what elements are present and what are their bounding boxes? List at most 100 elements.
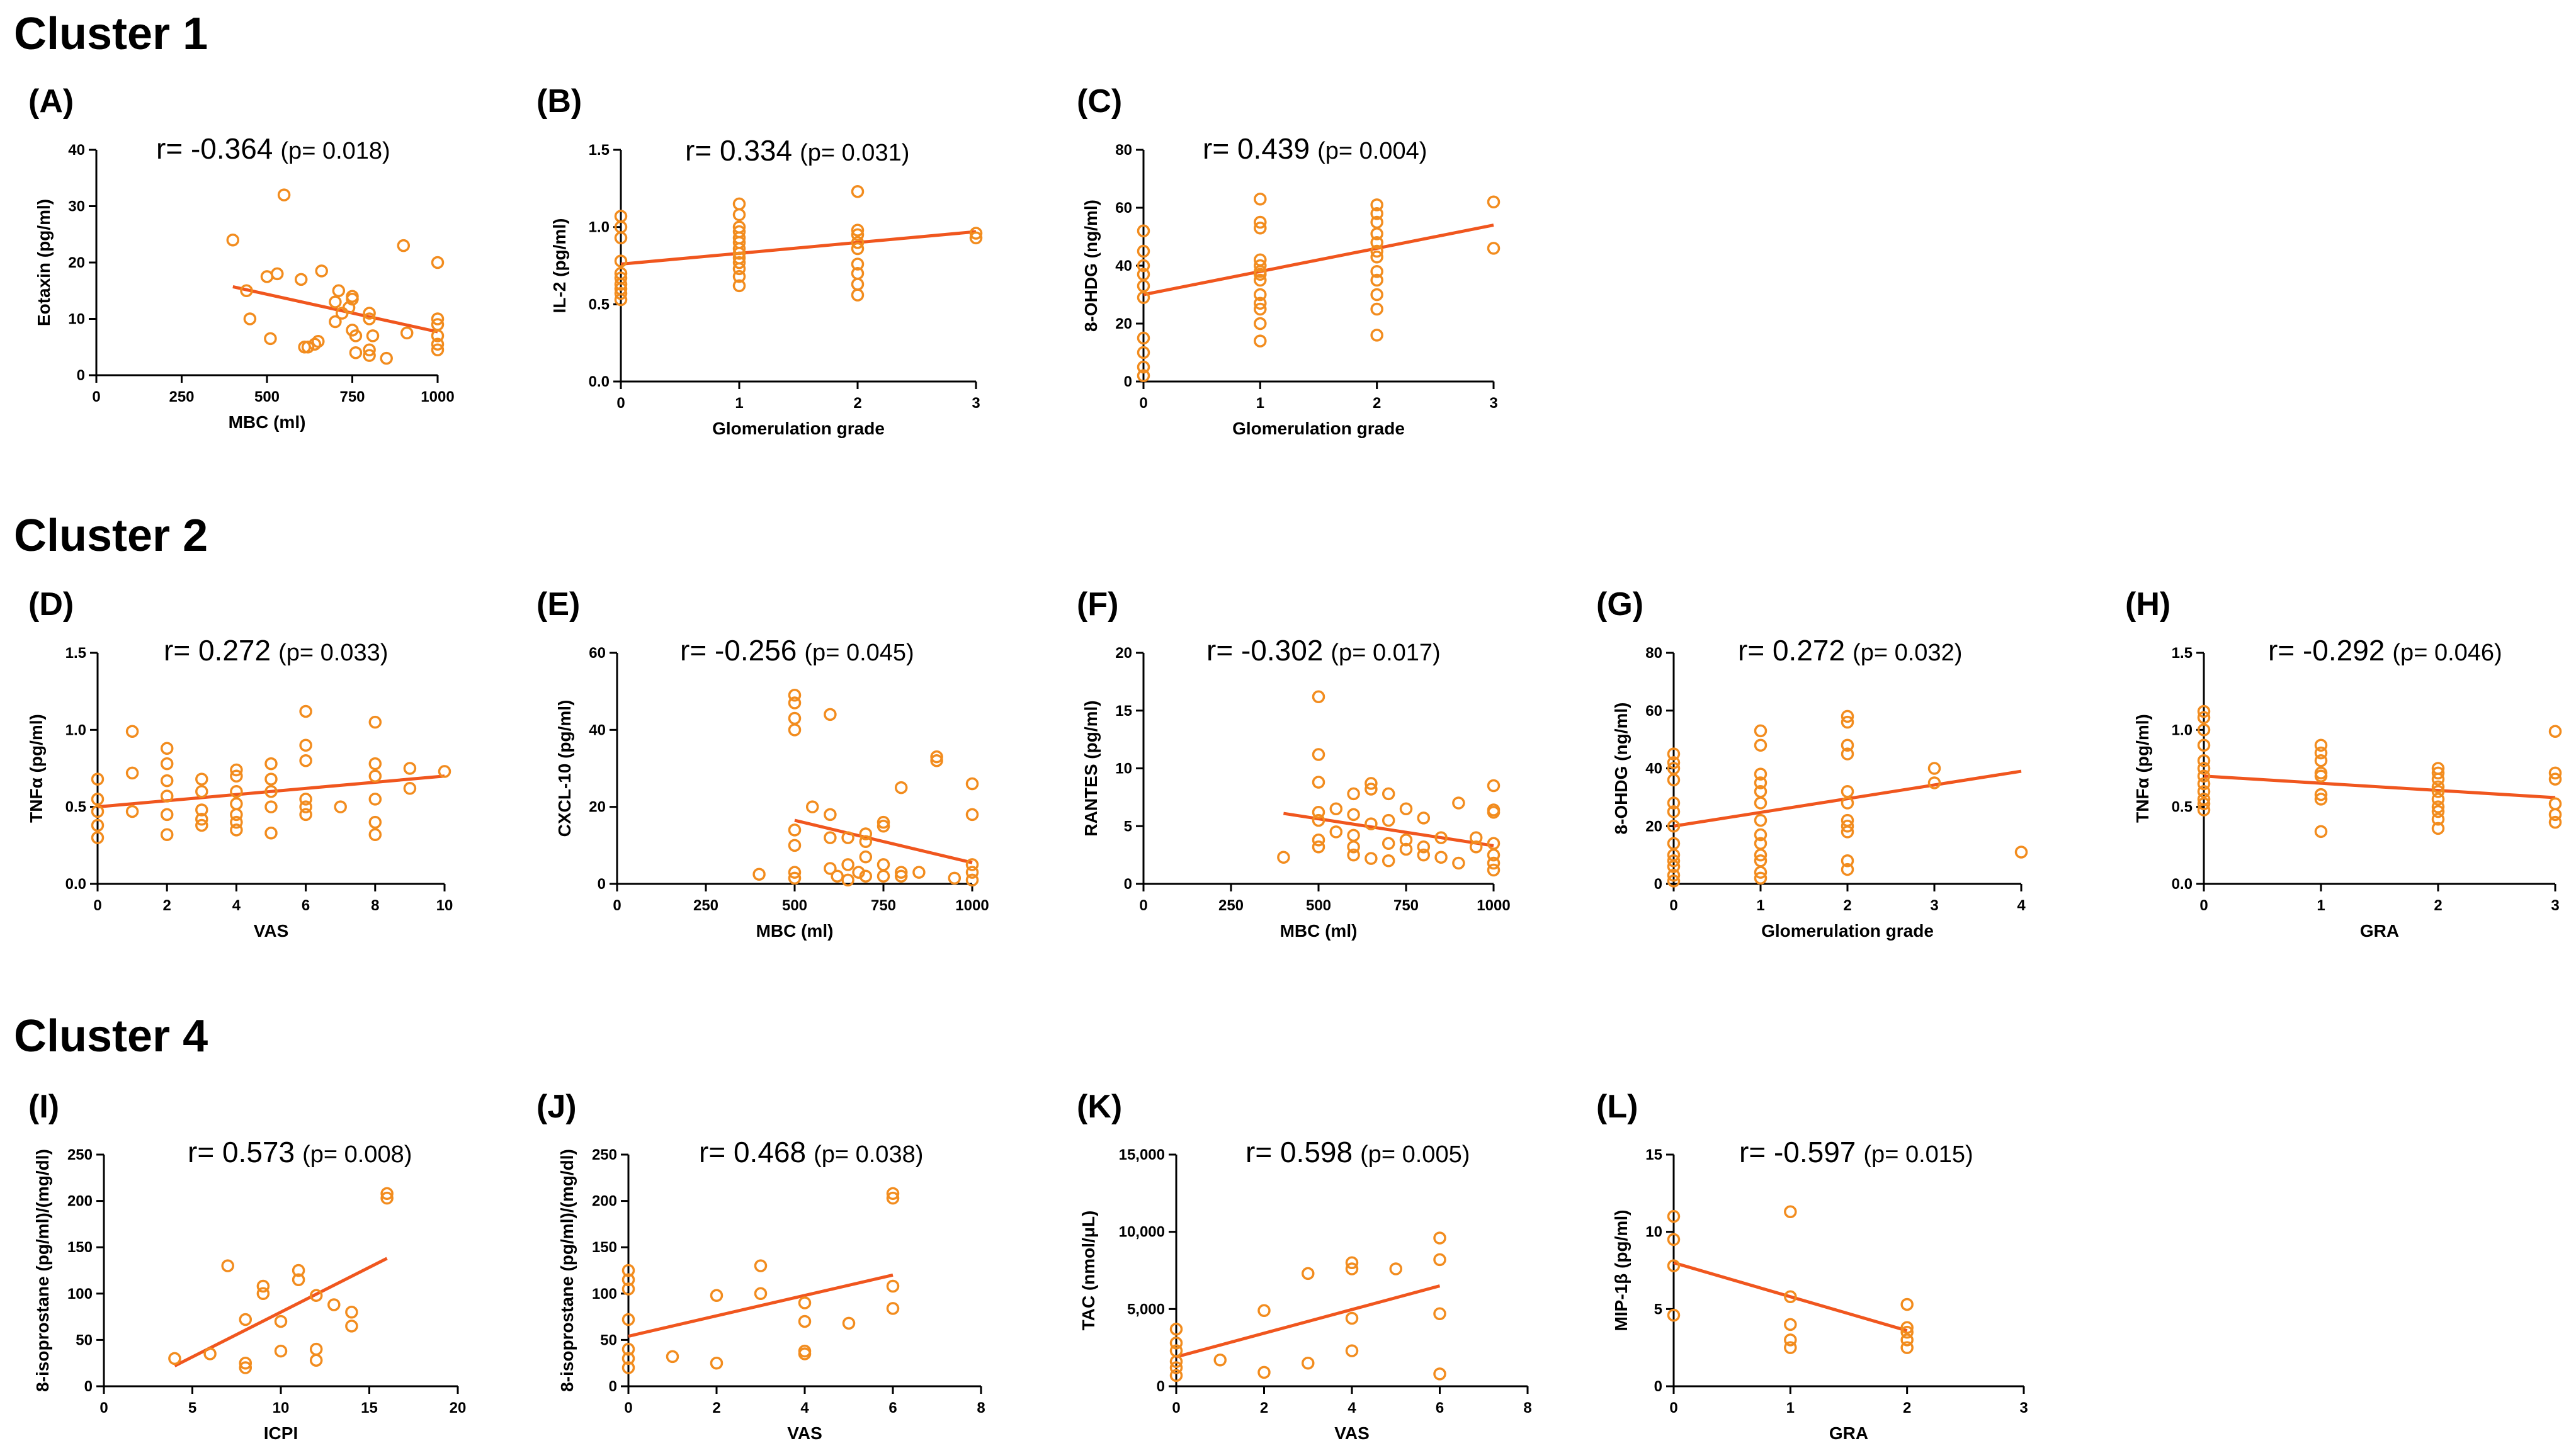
data-point: [851, 235, 865, 249]
data-point: [851, 223, 865, 237]
data-point: [2548, 815, 2562, 829]
x-tick-label: 0: [2199, 897, 2208, 914]
data-point: [666, 1350, 679, 1364]
data-point: [621, 1352, 635, 1365]
panel-letter: (E): [536, 586, 580, 623]
data-point: [1312, 776, 1325, 789]
data-point: [2197, 797, 2211, 811]
data-point: [1345, 1311, 1359, 1325]
data-point: [732, 242, 746, 256]
x-tick-label: 2: [1373, 395, 1381, 412]
chart-panel-k: (K) r= 0.598 (p= 0.005) 0 2 4 6 8 0 5,000 10,000 15…: [1077, 1088, 1532, 1443]
data-point: [894, 866, 908, 879]
y-tick-label: 40: [68, 142, 85, 159]
p-value: (p= 0.038): [814, 1141, 923, 1168]
data-point: [1900, 1298, 1914, 1311]
panel-letter: (K): [1077, 1088, 1122, 1125]
data-point: [752, 868, 766, 881]
data-point: [431, 329, 445, 342]
y-tick-label: 250: [67, 1146, 93, 1163]
data-point: [1841, 854, 1854, 868]
data-point: [2197, 762, 2211, 775]
data-point: [788, 689, 802, 702]
x-tick-label: 0: [616, 395, 625, 412]
data-point: [877, 815, 890, 829]
x-axis-label: VAS: [254, 921, 289, 941]
panel-letter: (L): [1596, 1088, 1638, 1125]
data-point: [788, 839, 802, 852]
chart-panel-e: (E) r= -0.256 (p= 0.045) 0 250 500 750 1000 0 20 4…: [536, 586, 989, 941]
data-point: [1365, 817, 1378, 830]
data-point: [239, 1356, 252, 1370]
data-point: [403, 782, 417, 795]
data-point: [965, 808, 979, 822]
data-point: [710, 1289, 723, 1302]
data-point: [403, 762, 417, 775]
data-point: [621, 1282, 635, 1296]
x-tick-label: 0: [92, 388, 100, 405]
y-tick-label: 20: [1115, 315, 1132, 332]
r-value: r= -0.364: [156, 132, 273, 165]
data-point: [1667, 1209, 1681, 1223]
y-tick-label: 5: [1654, 1301, 1662, 1318]
data-point: [1329, 802, 1343, 815]
data-point: [2314, 793, 2328, 806]
data-point: [1487, 805, 1501, 819]
data-point: [299, 800, 312, 813]
data-point: [2431, 793, 2445, 806]
data-point: [1169, 1369, 1183, 1382]
data-point: [965, 858, 979, 871]
data-point: [329, 295, 342, 308]
data-point: [1257, 1304, 1271, 1318]
data-point: [2548, 766, 2562, 780]
y-axis-label: IL-2 (pg/ml): [550, 218, 569, 314]
data-point: [732, 279, 746, 293]
data-point: [431, 337, 445, 351]
data-point: [1254, 288, 1267, 302]
data-point: [1370, 273, 1383, 287]
data-point: [1434, 851, 1448, 864]
data-point: [2548, 797, 2562, 811]
data-point: [2431, 772, 2445, 786]
y-tick-label: 30: [68, 198, 85, 215]
data-point: [1302, 1267, 1315, 1281]
data-point: [877, 820, 890, 833]
data-point: [380, 1191, 394, 1205]
data-point: [368, 769, 382, 783]
y-tick-label: 0.5: [2172, 799, 2193, 816]
p-value: (p= 0.033): [278, 640, 388, 666]
p-value: (p= 0.004): [1317, 138, 1427, 164]
chart-panel-l: (L) r= -0.597 (p= 0.015) 0 1 2 3 0 5 10 15 GRA MIP-1…: [1596, 1088, 2028, 1443]
x-tick-label: 1000: [421, 388, 454, 405]
chart-panel-i: (I)r= 0.573 (p= 0.008)0 5 10 15 2005010015020…: [28, 1088, 466, 1443]
data-point: [2314, 754, 2328, 767]
data-point: [1389, 1262, 1402, 1275]
data-point: [1487, 837, 1501, 851]
data-point: [2548, 725, 2562, 738]
y-tick-label: 0: [598, 876, 606, 893]
data-point: [1784, 1341, 1797, 1354]
data-point: [2014, 845, 2028, 859]
data-point: [363, 312, 376, 325]
r-value: r= -0.597: [1739, 1136, 1856, 1168]
data-point: [1900, 1321, 1914, 1335]
x-tick-label: 0: [624, 1399, 632, 1416]
data-point: [332, 284, 346, 297]
y-tick-label: 60: [1115, 200, 1132, 217]
fit-line: [794, 818, 973, 864]
x-tick-label: 4: [800, 1399, 809, 1416]
data-point: [1277, 851, 1290, 864]
data-point: [1370, 227, 1383, 240]
x-tick-label: 1000: [1477, 897, 1510, 914]
data-point: [366, 329, 380, 342]
y-tick-label: 50: [600, 1331, 617, 1348]
chart-panel-f: (F) r= -0.302 (p= 0.017) 0 250 500 750 1000 0 5 10…: [1077, 586, 1511, 941]
y-tick-label: 0: [1654, 1378, 1662, 1395]
y-axis-label: CXCL-10 (pg/ml): [555, 700, 574, 837]
y-tick-label: 10,000: [1119, 1224, 1165, 1241]
data-point: [1254, 192, 1267, 206]
y-axis-label: Eotaxin (pg/ml): [34, 199, 54, 326]
data-point: [315, 264, 328, 278]
data-point: [239, 1313, 252, 1326]
x-tick-label: 4: [1348, 1399, 1356, 1416]
